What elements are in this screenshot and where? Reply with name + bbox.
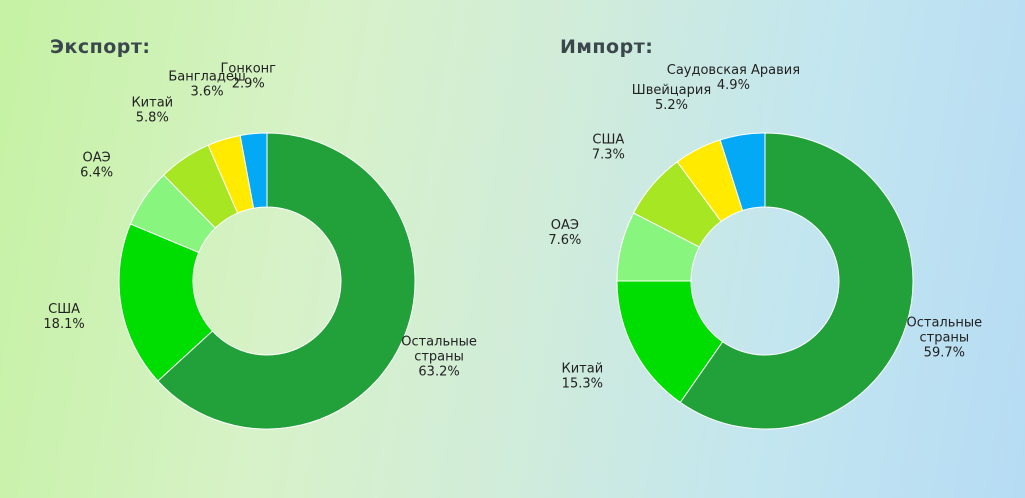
import-label-швейцария: Швейцария 5.2% — [632, 83, 711, 113]
import-donut: Остальные страны 59.7% Китай 15.3% ОАЭ 7.6% США… — [548, 63, 983, 430]
import-slice-китай — [616, 280, 724, 404]
import-label-line: Остальные — [907, 315, 983, 330]
import-title: Импорт: — [560, 36, 654, 58]
export-label-line: 63.2% — [418, 365, 459, 380]
export-donut: Остальные страны 63.2% США 18.1% ОАЭ 6.4% Китай… — [43, 61, 477, 430]
import-label-line: Швейцария — [632, 83, 711, 98]
export-label-line: 6.4% — [80, 166, 113, 181]
import-label-line: США — [592, 133, 624, 148]
import-label-оаэ: ОАЭ 7.6% — [548, 218, 581, 248]
export-label-бангладеш: Бангладеш 3.6% — [168, 69, 245, 99]
import-label-line: 7.3% — [592, 148, 625, 163]
export-label-line: 18.1% — [43, 317, 84, 332]
export-label-line: Остальные — [401, 335, 477, 350]
export-label-гонконг: Гонконг 2.9% — [220, 61, 276, 91]
export-slice-гонконг — [239, 132, 268, 209]
export-label-оаэ: ОАЭ 6.4% — [80, 151, 113, 181]
import-label-line: ОАЭ — [551, 218, 579, 233]
import-label-сша: США 7.3% — [592, 133, 625, 163]
export-label-line: 2.9% — [232, 76, 265, 91]
import-slice-остальные-страны — [679, 132, 914, 430]
export-label-line: страны — [414, 350, 464, 365]
export-label-сша: США 18.1% — [43, 302, 84, 332]
export-label-line: Бангладеш — [168, 69, 245, 84]
import-label-саудовская-аравия: Саудовская Аравия 4.9% — [667, 63, 800, 93]
export-slice-остальные-страны — [157, 132, 416, 430]
export-slice-сша — [118, 223, 214, 382]
export-label-остальные-страны: Остальные страны 63.2% — [401, 335, 477, 380]
export-label-line: ОАЭ — [83, 151, 111, 166]
export-label-line: Китай — [131, 95, 173, 110]
export-label-line: 5.8% — [136, 110, 169, 125]
import-label-line: 7.6% — [548, 233, 581, 248]
export-title: Экспорт: — [50, 36, 151, 58]
import-label-line: Саудовская Аравия — [667, 63, 800, 78]
import-slice-саудовская-аравия — [719, 132, 766, 212]
export-label-китай: Китай 5.8% — [131, 95, 173, 125]
import-label-китай: Китай 15.3% — [562, 362, 604, 392]
import-label-остальные-страны: Остальные страны 59.7% — [907, 315, 983, 360]
import-label-line: 4.9% — [717, 78, 750, 93]
import-label-line: 5.2% — [655, 98, 688, 113]
export-label-line: Гонконг — [220, 61, 276, 76]
import-label-line: 59.7% — [924, 345, 965, 360]
export-label-line: США — [48, 302, 80, 317]
export-label-line: 3.6% — [191, 84, 224, 99]
import-label-line: страны — [919, 330, 969, 345]
import-label-line: 15.3% — [562, 377, 603, 392]
import-label-line: Китай — [562, 362, 604, 377]
